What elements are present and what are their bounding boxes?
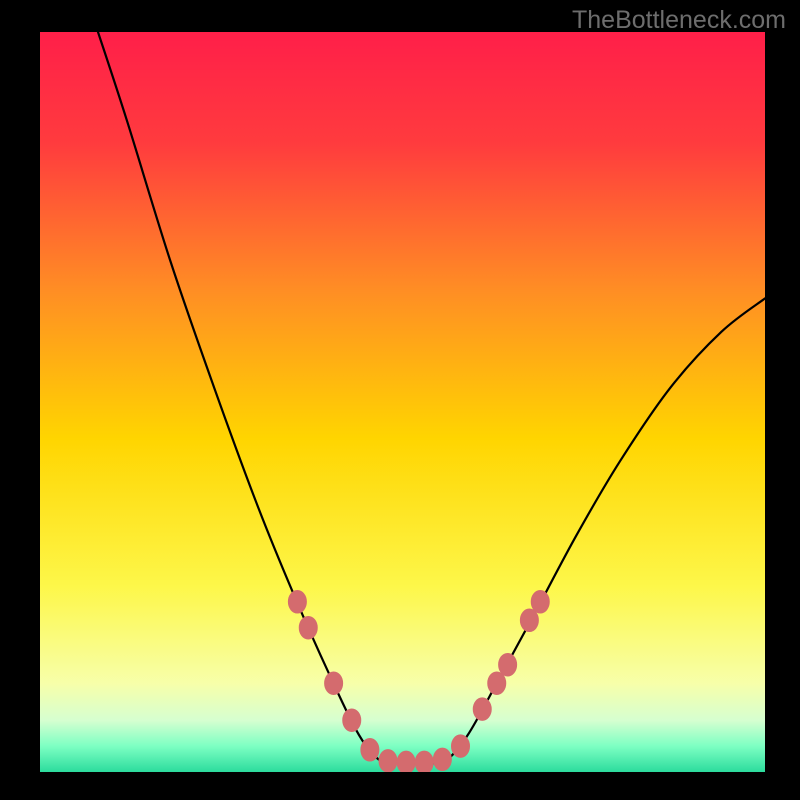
marker-point xyxy=(343,709,361,732)
marker-point xyxy=(325,672,343,695)
bottleneck-chart xyxy=(40,32,765,772)
marker-point xyxy=(433,748,451,771)
marker-point xyxy=(379,750,397,772)
marker-point xyxy=(361,739,379,762)
marker-point xyxy=(397,751,415,772)
marker-point xyxy=(415,751,433,772)
marker-point xyxy=(299,616,317,639)
marker-point xyxy=(499,653,517,676)
marker-point xyxy=(531,591,549,614)
gradient-background xyxy=(40,32,765,772)
marker-point xyxy=(520,609,538,632)
watermark-text: TheBottleneck.com xyxy=(572,6,786,35)
marker-point xyxy=(488,672,506,695)
marker-point xyxy=(452,735,470,758)
marker-point xyxy=(473,698,491,721)
marker-point xyxy=(288,591,306,614)
